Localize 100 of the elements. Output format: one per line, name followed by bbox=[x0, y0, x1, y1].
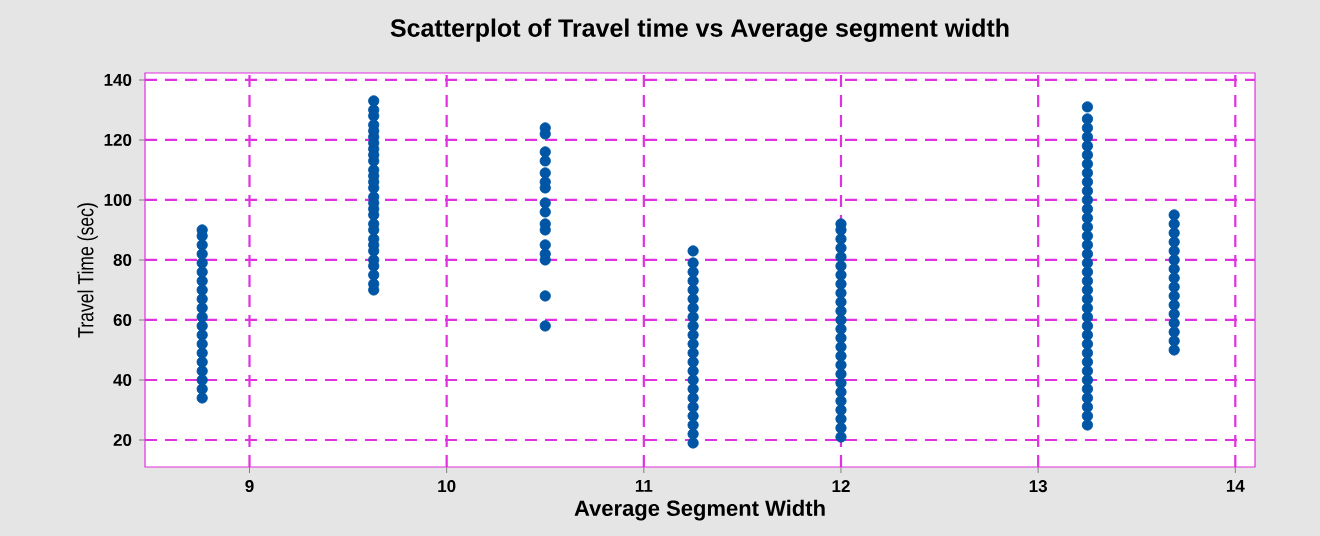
point bbox=[835, 431, 847, 443]
point bbox=[196, 356, 208, 368]
x-tick-label: 11 bbox=[635, 480, 653, 492]
y-tick-label: 120 bbox=[104, 133, 132, 146]
point bbox=[1081, 284, 1094, 296]
point bbox=[196, 338, 208, 350]
point bbox=[1168, 326, 1180, 338]
point bbox=[1081, 338, 1094, 350]
point bbox=[539, 239, 551, 251]
y-tick-label: 80 bbox=[113, 253, 132, 266]
point bbox=[1081, 311, 1094, 323]
y-tick-label: 60 bbox=[113, 313, 132, 326]
y-tick-label: 140 bbox=[104, 73, 132, 86]
point bbox=[835, 251, 847, 263]
point bbox=[835, 260, 847, 272]
point bbox=[1168, 317, 1180, 329]
point bbox=[1081, 239, 1094, 251]
point bbox=[1081, 212, 1094, 224]
point bbox=[1081, 419, 1094, 431]
point bbox=[835, 404, 847, 416]
point bbox=[196, 374, 208, 386]
point bbox=[835, 368, 847, 380]
point bbox=[835, 332, 847, 344]
point bbox=[1168, 254, 1180, 266]
point bbox=[196, 365, 208, 377]
y-tick-label: 20 bbox=[113, 433, 132, 446]
point bbox=[1168, 281, 1180, 293]
point bbox=[835, 287, 847, 299]
point bbox=[539, 155, 551, 167]
point bbox=[1081, 392, 1094, 404]
point bbox=[687, 419, 699, 431]
point bbox=[1081, 101, 1094, 113]
point bbox=[1081, 158, 1094, 170]
point bbox=[1168, 344, 1180, 356]
point bbox=[1081, 113, 1094, 125]
point bbox=[539, 167, 551, 179]
point bbox=[539, 146, 551, 158]
point bbox=[687, 347, 699, 359]
point bbox=[835, 386, 847, 398]
point bbox=[1081, 140, 1094, 152]
point bbox=[687, 245, 699, 257]
point bbox=[1081, 302, 1094, 314]
point bbox=[1081, 329, 1094, 341]
point bbox=[196, 266, 208, 278]
point bbox=[1168, 272, 1180, 284]
point bbox=[687, 311, 699, 323]
point bbox=[368, 95, 380, 107]
point bbox=[1081, 266, 1094, 278]
point bbox=[835, 296, 847, 308]
point bbox=[835, 269, 847, 281]
point bbox=[196, 275, 208, 287]
point bbox=[1081, 230, 1094, 242]
point bbox=[835, 395, 847, 407]
point bbox=[835, 413, 847, 425]
point bbox=[687, 257, 699, 269]
point bbox=[196, 257, 208, 269]
point bbox=[1081, 320, 1094, 332]
y-tick-label: 100 bbox=[104, 193, 132, 206]
point bbox=[687, 329, 699, 341]
point bbox=[1081, 149, 1094, 161]
point bbox=[1168, 290, 1180, 302]
x-tick-label: 9 bbox=[245, 480, 254, 493]
point bbox=[1081, 383, 1094, 395]
point bbox=[1081, 185, 1094, 197]
point bbox=[1081, 257, 1094, 269]
point bbox=[1168, 263, 1180, 275]
point bbox=[835, 350, 847, 362]
point bbox=[539, 197, 551, 209]
point bbox=[1081, 293, 1094, 305]
point bbox=[1081, 203, 1094, 215]
point bbox=[196, 347, 208, 359]
point bbox=[687, 266, 699, 278]
point bbox=[687, 320, 699, 332]
point bbox=[1168, 236, 1180, 248]
point bbox=[687, 293, 699, 305]
point bbox=[1168, 218, 1180, 230]
point bbox=[835, 305, 847, 317]
point bbox=[1081, 131, 1094, 143]
point bbox=[687, 284, 699, 296]
point bbox=[539, 290, 551, 302]
x-axis-title: Average Segment Width bbox=[574, 499, 825, 521]
point bbox=[687, 275, 699, 287]
point bbox=[687, 401, 699, 413]
point bbox=[1081, 248, 1094, 260]
point bbox=[1081, 167, 1094, 179]
point bbox=[196, 392, 208, 404]
point bbox=[368, 269, 380, 281]
point bbox=[835, 341, 847, 353]
point bbox=[1081, 275, 1094, 287]
point bbox=[687, 437, 699, 449]
point bbox=[687, 302, 699, 314]
point bbox=[1081, 347, 1094, 359]
point bbox=[196, 239, 208, 251]
point bbox=[835, 323, 847, 335]
point bbox=[1081, 122, 1094, 134]
x-tick-label: 13 bbox=[1029, 480, 1047, 493]
y-tick-label: 40 bbox=[113, 373, 132, 386]
point bbox=[196, 329, 208, 341]
point bbox=[835, 233, 847, 245]
x-tick-label: 10 bbox=[438, 480, 456, 493]
